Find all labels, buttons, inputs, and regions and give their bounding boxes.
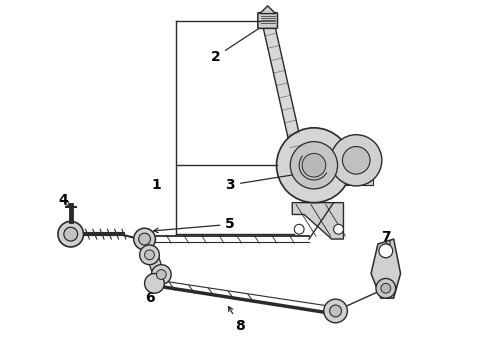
Circle shape: [145, 250, 154, 260]
Circle shape: [140, 245, 159, 265]
Text: 8: 8: [228, 307, 245, 333]
Text: 7: 7: [381, 230, 391, 247]
Circle shape: [156, 270, 166, 279]
Text: 3: 3: [225, 172, 300, 192]
Polygon shape: [260, 6, 275, 14]
Text: 5: 5: [154, 217, 235, 233]
Polygon shape: [371, 239, 400, 298]
Circle shape: [276, 128, 351, 203]
Circle shape: [294, 224, 304, 234]
Circle shape: [302, 153, 326, 177]
Text: 1: 1: [151, 178, 161, 192]
FancyBboxPatch shape: [258, 13, 277, 28]
Polygon shape: [144, 247, 167, 282]
Text: 4: 4: [58, 193, 71, 207]
Circle shape: [290, 141, 338, 189]
Circle shape: [64, 227, 77, 241]
Circle shape: [151, 265, 171, 284]
Circle shape: [334, 224, 343, 234]
Circle shape: [376, 278, 395, 298]
Text: 2: 2: [211, 20, 272, 64]
Polygon shape: [292, 203, 343, 239]
Circle shape: [379, 244, 392, 258]
Circle shape: [324, 299, 347, 323]
Circle shape: [331, 135, 382, 186]
Circle shape: [381, 283, 391, 293]
Polygon shape: [262, 19, 305, 162]
Circle shape: [134, 228, 155, 250]
Circle shape: [139, 233, 150, 245]
Circle shape: [145, 274, 164, 293]
Circle shape: [343, 147, 370, 174]
Circle shape: [58, 221, 83, 247]
Text: 6: 6: [145, 280, 158, 305]
FancyBboxPatch shape: [304, 145, 373, 185]
Circle shape: [330, 305, 342, 317]
